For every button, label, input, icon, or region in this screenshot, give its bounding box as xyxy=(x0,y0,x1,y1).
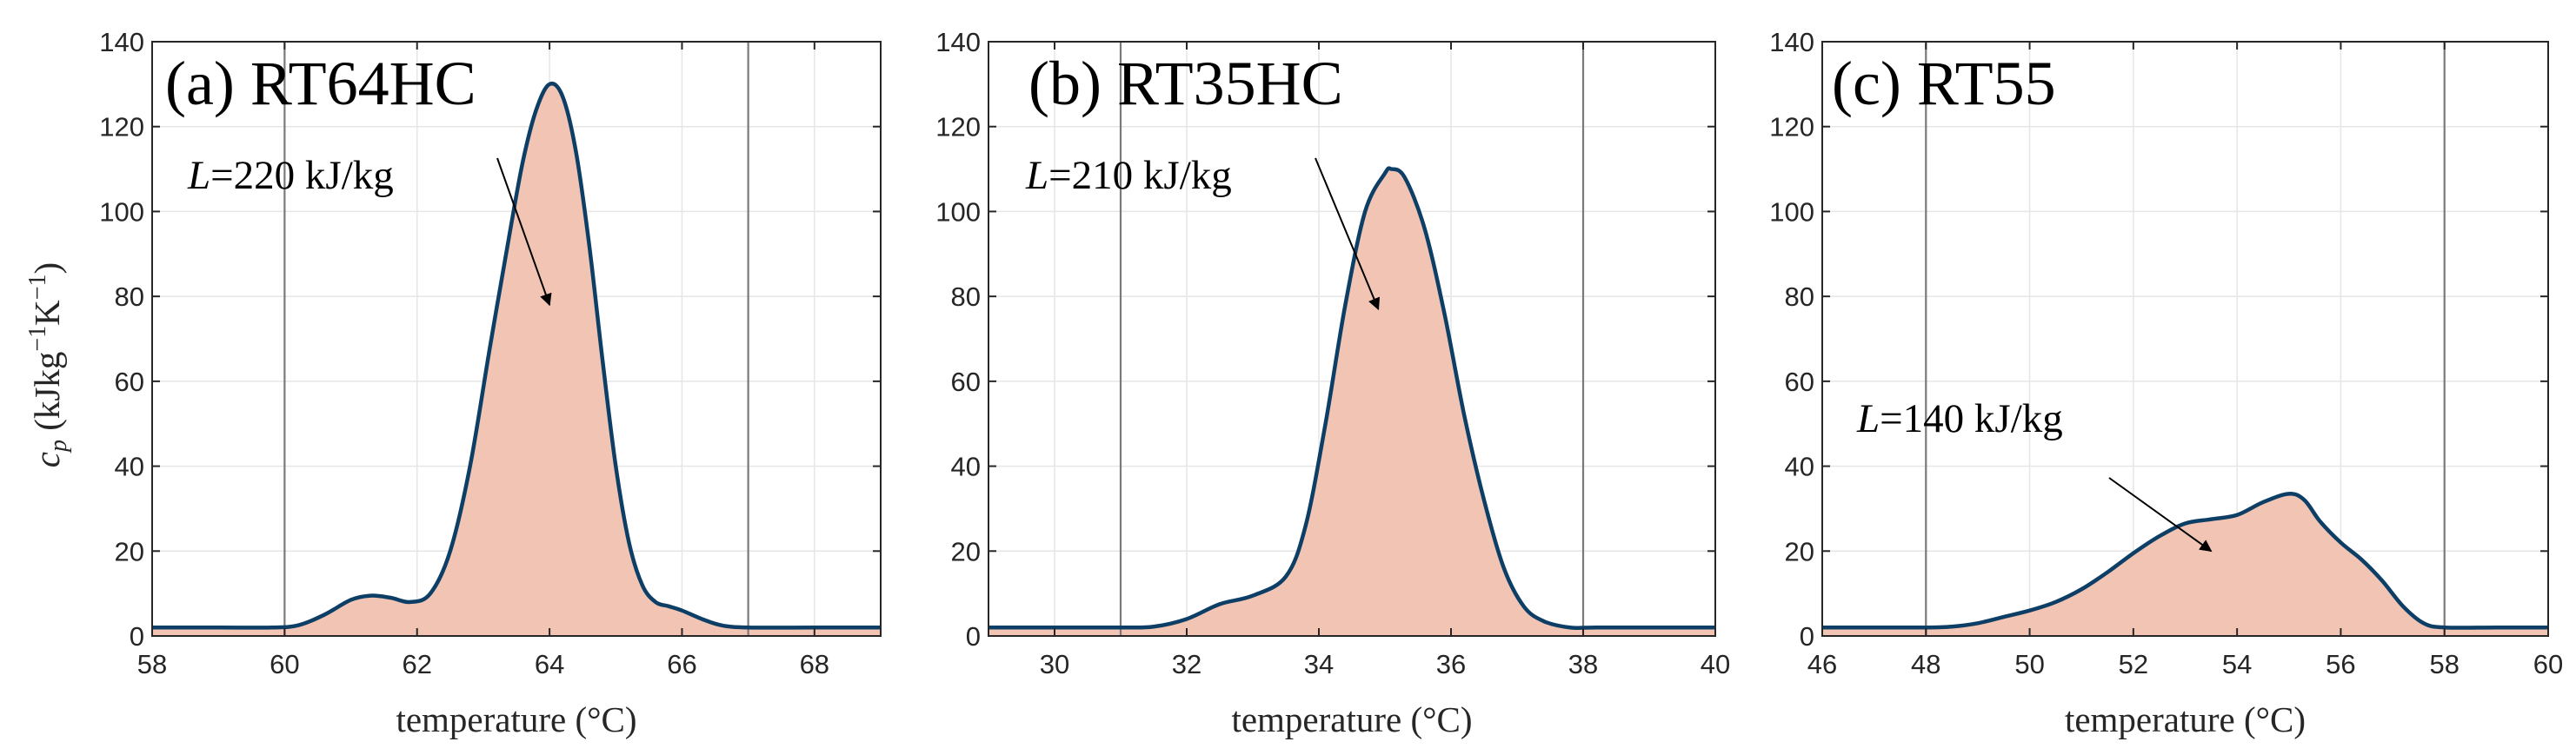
panel-title: (a) RT64HC xyxy=(165,49,476,118)
annotation-arrow xyxy=(496,157,552,307)
y-axis-label: cp (kJkg−1K−1) xyxy=(24,262,72,467)
y-tick-label: 0 xyxy=(130,621,144,652)
latent-heat-annotation: L=210 kJ/kg xyxy=(1025,153,1232,198)
annotation-arrow xyxy=(1315,157,1381,311)
x-tick-label: 54 xyxy=(2222,649,2252,679)
x-tick-label: 64 xyxy=(535,649,564,679)
y-tick-label: 140 xyxy=(935,27,981,57)
y-tick-label: 40 xyxy=(951,452,981,482)
y-tick-label: 40 xyxy=(1785,452,1814,482)
data-curve xyxy=(151,82,881,630)
y-tick-label: 60 xyxy=(115,367,144,397)
y-tick-label: 100 xyxy=(99,196,144,227)
x-axis-label: temperature (°C) xyxy=(1231,699,1472,739)
y-tick-label: 100 xyxy=(935,196,981,227)
y-tick-label: 60 xyxy=(1785,367,1814,397)
y-tick-label: 100 xyxy=(1769,196,1814,227)
area-fill xyxy=(988,168,1715,636)
x-tick-label: 62 xyxy=(402,649,431,679)
y-tick-label: 0 xyxy=(1800,621,1814,652)
x-tick-label: 60 xyxy=(2533,649,2563,679)
x-tick-label: 34 xyxy=(1304,649,1334,679)
y-tick-label: 80 xyxy=(1785,281,1814,312)
panel-b: 0 20 40 60 80 100 120 140 30 32 34 36 38 40 temperatur… xyxy=(935,27,1730,739)
x-tick-label: 50 xyxy=(2014,649,2044,679)
y-tick-label: 140 xyxy=(99,27,144,57)
x-tick-label: 48 xyxy=(1911,649,1940,679)
area-fill xyxy=(1822,493,2548,636)
y-tick-label: 60 xyxy=(951,367,981,397)
x-tick-label: 58 xyxy=(137,649,167,679)
axes-box xyxy=(1821,41,2549,637)
y-tick-label: 20 xyxy=(951,536,981,566)
x-tick-label: 52 xyxy=(2119,649,2148,679)
x-tick-label: 46 xyxy=(1807,649,1837,679)
panel-c: 0 20 40 60 80 100 120 140 46 48 50 52 54 56 58 60 temper… xyxy=(1769,27,2563,739)
x-tick-label: 68 xyxy=(800,649,829,679)
y-tick-label: 20 xyxy=(1785,536,1814,566)
data-curve xyxy=(988,166,1715,631)
x-axis-label: temperature (°C) xyxy=(396,699,636,739)
x-tick-label: 66 xyxy=(667,649,696,679)
area-fill xyxy=(152,83,881,636)
panel-a: 0 20 40 60 80 100 120 140 58 60 62 64 66 68 temperatur… xyxy=(99,27,882,739)
latent-heat-annotation: L=220 kJ/kg xyxy=(187,153,394,198)
x-tick-label: 40 xyxy=(1701,649,1730,679)
x-tick-label: 58 xyxy=(2429,649,2459,679)
x-tick-label: 56 xyxy=(2326,649,2355,679)
y-tick-label: 120 xyxy=(99,112,144,142)
panel-title: (b) RT35HC xyxy=(1028,49,1343,118)
axes-box xyxy=(151,41,882,637)
y-tick-label: 80 xyxy=(951,281,981,312)
x-tick-label: 60 xyxy=(270,649,299,679)
panel-title: (c) RT55 xyxy=(1832,49,2056,118)
x-tick-label: 36 xyxy=(1436,649,1466,679)
y-tick-label: 140 xyxy=(1769,27,1814,57)
y-tick-label: 120 xyxy=(935,112,981,142)
axes-box xyxy=(988,41,1716,637)
latent-heat-annotation: L=140 kJ/kg xyxy=(1856,396,2063,441)
y-tick-label: 0 xyxy=(966,621,981,652)
x-tick-label: 38 xyxy=(1568,649,1598,679)
annotation-arrow xyxy=(2108,477,2213,553)
x-tick-label: 30 xyxy=(1040,649,1069,679)
x-tick-label: 32 xyxy=(1172,649,1201,679)
y-tick-label: 20 xyxy=(115,536,144,566)
y-tick-label: 80 xyxy=(115,281,144,312)
data-curve xyxy=(1821,492,2548,630)
y-tick-label: 40 xyxy=(115,452,144,482)
y-tick-label: 120 xyxy=(1769,112,1814,142)
x-axis-label: temperature (°C) xyxy=(2065,699,2306,739)
